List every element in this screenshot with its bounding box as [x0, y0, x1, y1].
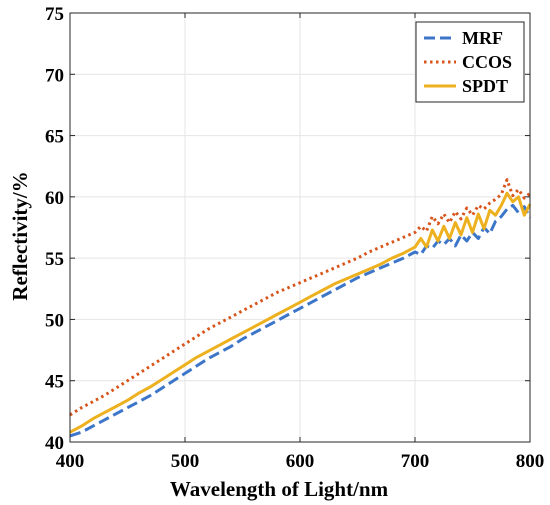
x-tick-label: 400 [56, 451, 85, 472]
series-line-spdt [69, 191, 532, 434]
legend-box [415, 21, 525, 103]
legend: MRF CCOS SPDT [415, 21, 525, 103]
series-line-mrf [69, 203, 532, 438]
y-tick-label: 65 [45, 127, 64, 148]
legend-label-mrf: MRF [462, 28, 503, 48]
y-tick-label: 70 [45, 65, 64, 86]
y-axis-title: Reflectivity/% [8, 171, 32, 300]
y-tick-labels: 40 45 50 55 60 65 70 75 [45, 4, 64, 454]
x-tick-label: 500 [171, 451, 200, 472]
y-tick-label: 40 [45, 433, 64, 454]
x-tick-labels: 400 500 600 700 800 [56, 451, 545, 472]
series-lines [69, 178, 532, 438]
y-tick-label: 75 [45, 4, 64, 25]
y-tick-label: 55 [45, 249, 64, 270]
legend-label-spdt: SPDT [462, 76, 508, 96]
y-tick-label: 50 [45, 310, 64, 331]
x-axis-title: Wavelength of Light/nm [170, 477, 389, 501]
x-tick-label: 600 [286, 451, 315, 472]
x-tick-label: 800 [516, 451, 545, 472]
plot-frame [69, 12, 531, 443]
y-tick-label: 60 [45, 188, 64, 209]
legend-label-ccos: CCOS [462, 52, 512, 72]
y-tick-label: 45 [45, 372, 64, 393]
x-tick-label: 700 [401, 451, 430, 472]
